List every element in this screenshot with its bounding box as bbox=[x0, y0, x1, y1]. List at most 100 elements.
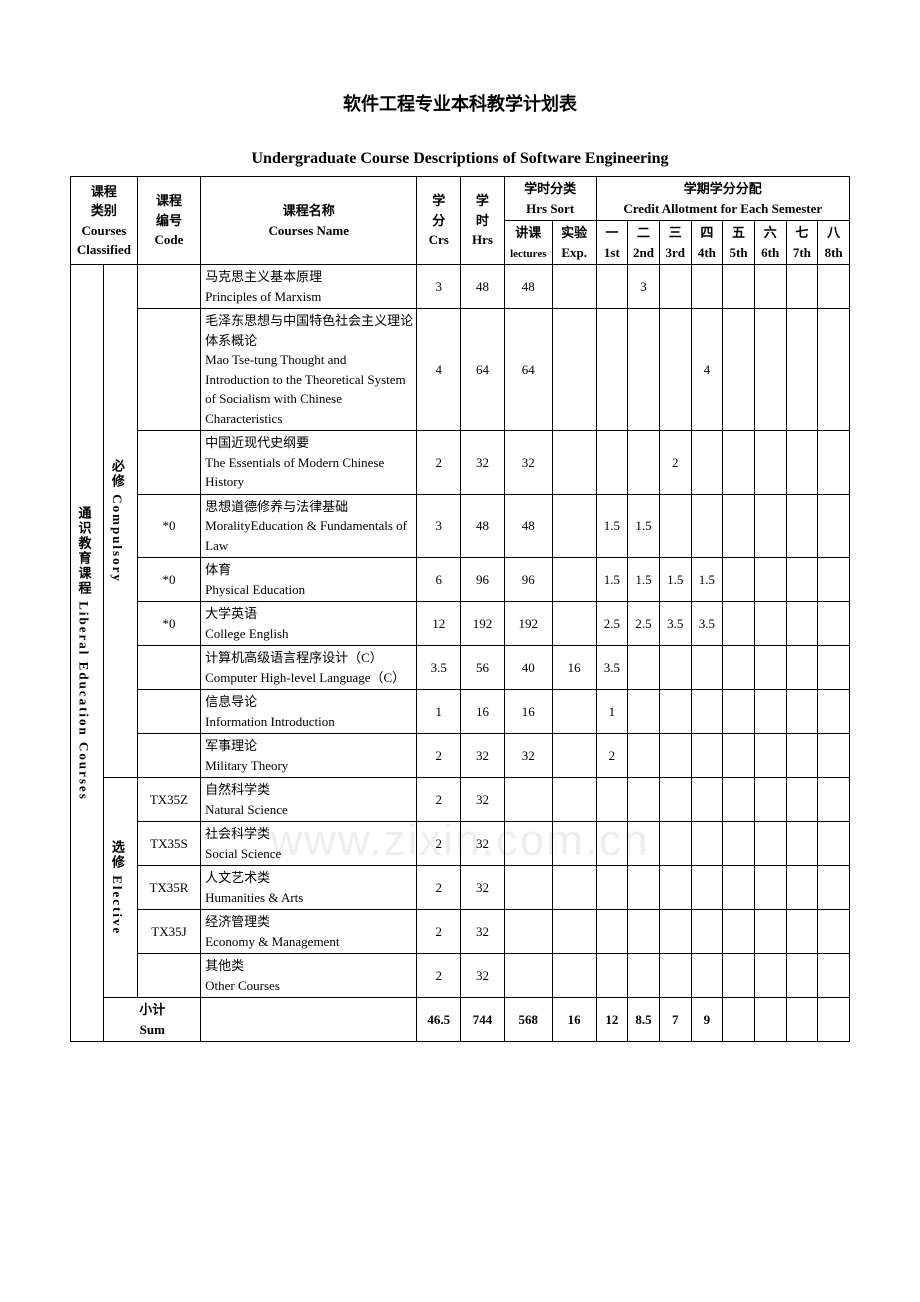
cell: 2 bbox=[417, 778, 461, 822]
cell bbox=[552, 602, 596, 646]
cell bbox=[818, 866, 850, 910]
cell bbox=[786, 309, 818, 431]
cell bbox=[723, 910, 755, 954]
cell: 3 bbox=[417, 494, 461, 558]
cell bbox=[659, 494, 691, 558]
cell bbox=[691, 910, 723, 954]
cell bbox=[786, 778, 818, 822]
cell: 48 bbox=[461, 494, 505, 558]
cell bbox=[596, 910, 628, 954]
cell: 12 bbox=[417, 602, 461, 646]
cell: 6 bbox=[417, 558, 461, 602]
cell bbox=[723, 602, 755, 646]
cell bbox=[691, 431, 723, 495]
cell bbox=[596, 431, 628, 495]
cell bbox=[552, 558, 596, 602]
cell bbox=[504, 866, 552, 910]
cell: 744 bbox=[461, 998, 505, 1042]
cell: 192 bbox=[461, 602, 505, 646]
cell: 40 bbox=[504, 646, 552, 690]
hdr-lectures: 讲课lectures bbox=[504, 221, 552, 265]
cell bbox=[723, 822, 755, 866]
hdr-s7: 七7th bbox=[786, 221, 818, 265]
cell bbox=[754, 690, 786, 734]
cell: 1.5 bbox=[596, 558, 628, 602]
cell: 1 bbox=[417, 690, 461, 734]
cell bbox=[786, 265, 818, 309]
cell bbox=[552, 954, 596, 998]
table-row: 军事理论Military Theory232322 bbox=[71, 734, 850, 778]
table-row: *0大学英语College English121921922.52.53.53.… bbox=[71, 602, 850, 646]
table-row: 计算机高级语言程序设计（C） Computer High-level Langu… bbox=[71, 646, 850, 690]
cell: 社会科学类Social Science bbox=[201, 822, 417, 866]
cell bbox=[754, 778, 786, 822]
cell bbox=[659, 646, 691, 690]
cell: *0 bbox=[137, 602, 200, 646]
cell bbox=[786, 690, 818, 734]
cell bbox=[628, 690, 660, 734]
cell bbox=[628, 309, 660, 431]
cell bbox=[628, 822, 660, 866]
cell bbox=[691, 866, 723, 910]
cell bbox=[786, 646, 818, 690]
hdr-s4: 四4th bbox=[691, 221, 723, 265]
cell bbox=[552, 494, 596, 558]
cell: 中国近现代史纲要The Essentials of Modern Chinese… bbox=[201, 431, 417, 495]
cell bbox=[754, 910, 786, 954]
category-cell: 通识教育课程 Liberal Education Courses bbox=[71, 265, 104, 1042]
title-cn: 软件工程专业本科教学计划表 bbox=[70, 90, 850, 116]
cell bbox=[201, 998, 417, 1042]
cell: 2 bbox=[417, 431, 461, 495]
cell bbox=[723, 954, 755, 998]
cell bbox=[818, 265, 850, 309]
cell bbox=[786, 602, 818, 646]
cell bbox=[552, 431, 596, 495]
cell bbox=[137, 646, 200, 690]
cell bbox=[786, 954, 818, 998]
subcat-elective: 选修 Elective bbox=[104, 778, 137, 998]
cell bbox=[137, 734, 200, 778]
cell: TX35J bbox=[137, 910, 200, 954]
cell bbox=[818, 998, 850, 1042]
cell bbox=[818, 558, 850, 602]
cell bbox=[596, 866, 628, 910]
cell bbox=[552, 822, 596, 866]
cell: 96 bbox=[461, 558, 505, 602]
cell: 96 bbox=[504, 558, 552, 602]
cell: 2 bbox=[659, 431, 691, 495]
cell: 1.5 bbox=[659, 558, 691, 602]
hdr-s8: 八8th bbox=[818, 221, 850, 265]
cell bbox=[628, 866, 660, 910]
cell: 568 bbox=[504, 998, 552, 1042]
cell bbox=[552, 866, 596, 910]
cell: 8.5 bbox=[628, 998, 660, 1042]
cell: 3.5 bbox=[691, 602, 723, 646]
cell bbox=[786, 734, 818, 778]
cell: 2 bbox=[417, 910, 461, 954]
hdr-s2: 二2nd bbox=[628, 221, 660, 265]
cell: 小计Sum bbox=[104, 998, 201, 1042]
cell bbox=[628, 646, 660, 690]
cell bbox=[818, 309, 850, 431]
cell bbox=[691, 734, 723, 778]
cell bbox=[659, 866, 691, 910]
cell bbox=[723, 558, 755, 602]
cell: 32 bbox=[461, 910, 505, 954]
cell bbox=[659, 690, 691, 734]
cell bbox=[504, 822, 552, 866]
cell bbox=[596, 954, 628, 998]
cell bbox=[754, 265, 786, 309]
cell: 体育Physical Education bbox=[201, 558, 417, 602]
cell: 马克思主义基本原理Principles of Marxism bbox=[201, 265, 417, 309]
cell: 经济管理类Economy & Management bbox=[201, 910, 417, 954]
cell bbox=[723, 998, 755, 1042]
cell bbox=[818, 778, 850, 822]
cell: 2 bbox=[417, 866, 461, 910]
cell bbox=[628, 734, 660, 778]
cell: 其他类Other Courses bbox=[201, 954, 417, 998]
cell: 32 bbox=[461, 734, 505, 778]
cell: *0 bbox=[137, 558, 200, 602]
cell bbox=[137, 431, 200, 495]
cell bbox=[723, 866, 755, 910]
cell bbox=[504, 778, 552, 822]
